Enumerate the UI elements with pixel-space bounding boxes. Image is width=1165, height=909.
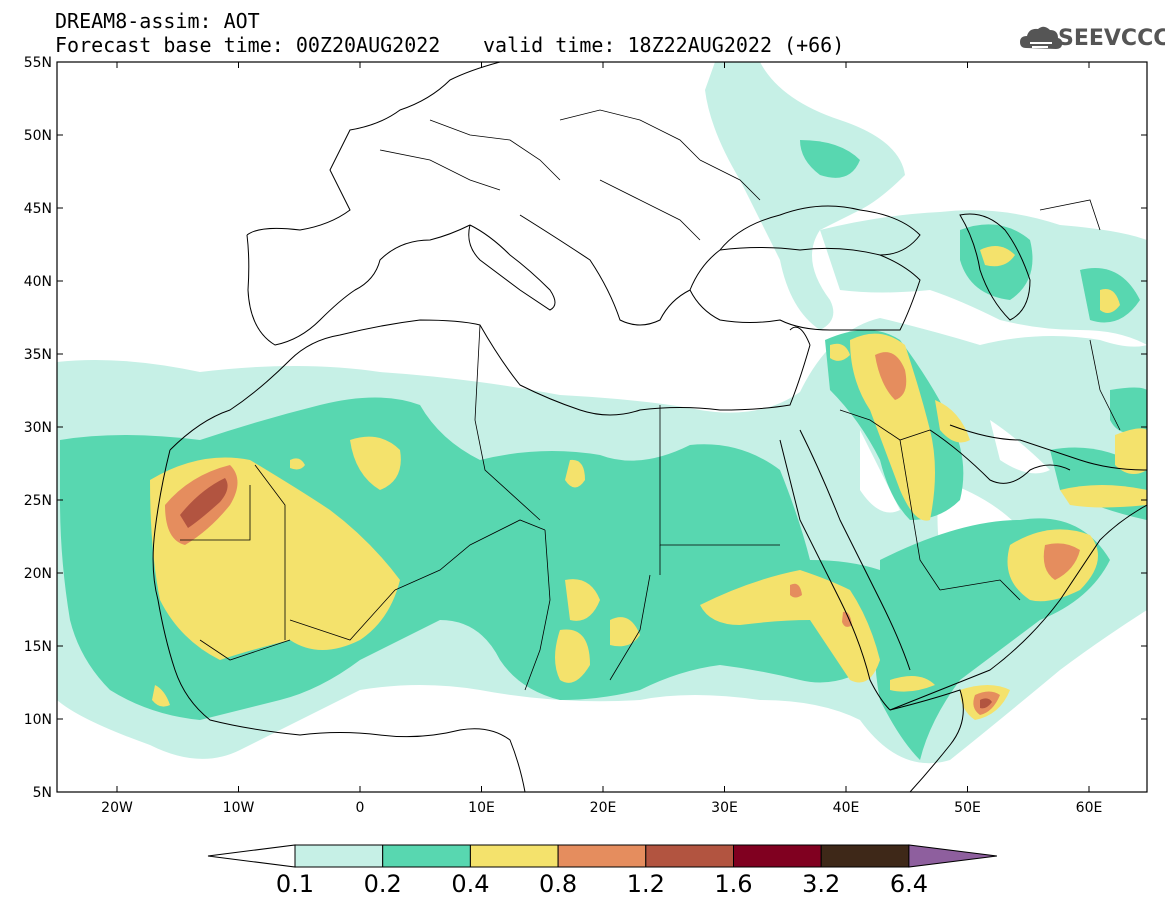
lat-label: 20N	[24, 566, 52, 582]
lon-label: 30E	[711, 800, 738, 816]
forecast-base-time: Forecast base time: 00Z20AUG2022	[55, 33, 441, 57]
cloud-icon	[1020, 26, 1063, 49]
colorbar-swatch	[557, 844, 647, 868]
lon-label: 20E	[590, 800, 617, 816]
colorbar-swatch	[469, 844, 559, 868]
colorbar-label: 0.8	[539, 870, 577, 898]
colorbar-label: 1.2	[627, 870, 665, 898]
lat-label: 10N	[24, 712, 52, 728]
lat-label: 35N	[24, 347, 52, 363]
longitude-axis: 20W 10W 0 10E 20E 30E 40E 50E 60E	[101, 62, 1102, 816]
colorbar-swatch	[733, 844, 822, 868]
map-title: DREAM8-assim: AOT	[55, 9, 260, 33]
colorbar-swatch	[294, 844, 384, 868]
lat-label: 40N	[24, 274, 52, 290]
colorbar-label: 0.1	[276, 870, 314, 898]
colorbar-max-arrow	[908, 844, 997, 868]
colorbar-swatch	[645, 844, 734, 868]
lat-label: 45N	[24, 201, 52, 217]
colorbar-swatch	[382, 844, 471, 868]
colorbar-swatch	[820, 844, 910, 868]
country-borders	[180, 109, 1121, 691]
logo-text: SEEVCCC	[1058, 26, 1165, 51]
colorbar-label: 6.4	[890, 870, 928, 898]
colorbar-label: 0.4	[451, 870, 489, 898]
lat-label: 15N	[24, 639, 52, 655]
coastlines	[152, 62, 1147, 792]
aot-contours	[57, 62, 1147, 792]
lon-label: 60E	[1076, 800, 1103, 816]
lat-label: 5N	[33, 785, 52, 801]
colorbar-label: 0.2	[364, 870, 402, 898]
colorbar-label: 3.2	[802, 870, 840, 898]
lon-label: 0	[356, 800, 365, 816]
lon-label: 50E	[954, 800, 981, 816]
lat-label: 55N	[24, 55, 52, 71]
lon-label: 10W	[223, 800, 255, 816]
colorbar: 0.1 0.2 0.4 0.8 1.2 1.6 3.2 6.4	[207, 844, 997, 898]
lon-label: 20W	[101, 800, 133, 816]
lat-label: 25N	[24, 493, 52, 509]
lat-label: 50N	[24, 128, 52, 144]
latitude-axis: 55N 50N 45N 40N 35N 30N 25N 20N 15N 10N 5N	[24, 55, 1147, 801]
colorbar-label: 1.6	[714, 870, 752, 898]
valid-time: valid time: 18Z22AUG2022 (+66)	[483, 33, 845, 57]
lat-label: 30N	[24, 420, 52, 436]
colorbar-min-arrow	[207, 844, 296, 868]
lon-label: 40E	[833, 800, 860, 816]
lon-label: 10E	[468, 800, 495, 816]
